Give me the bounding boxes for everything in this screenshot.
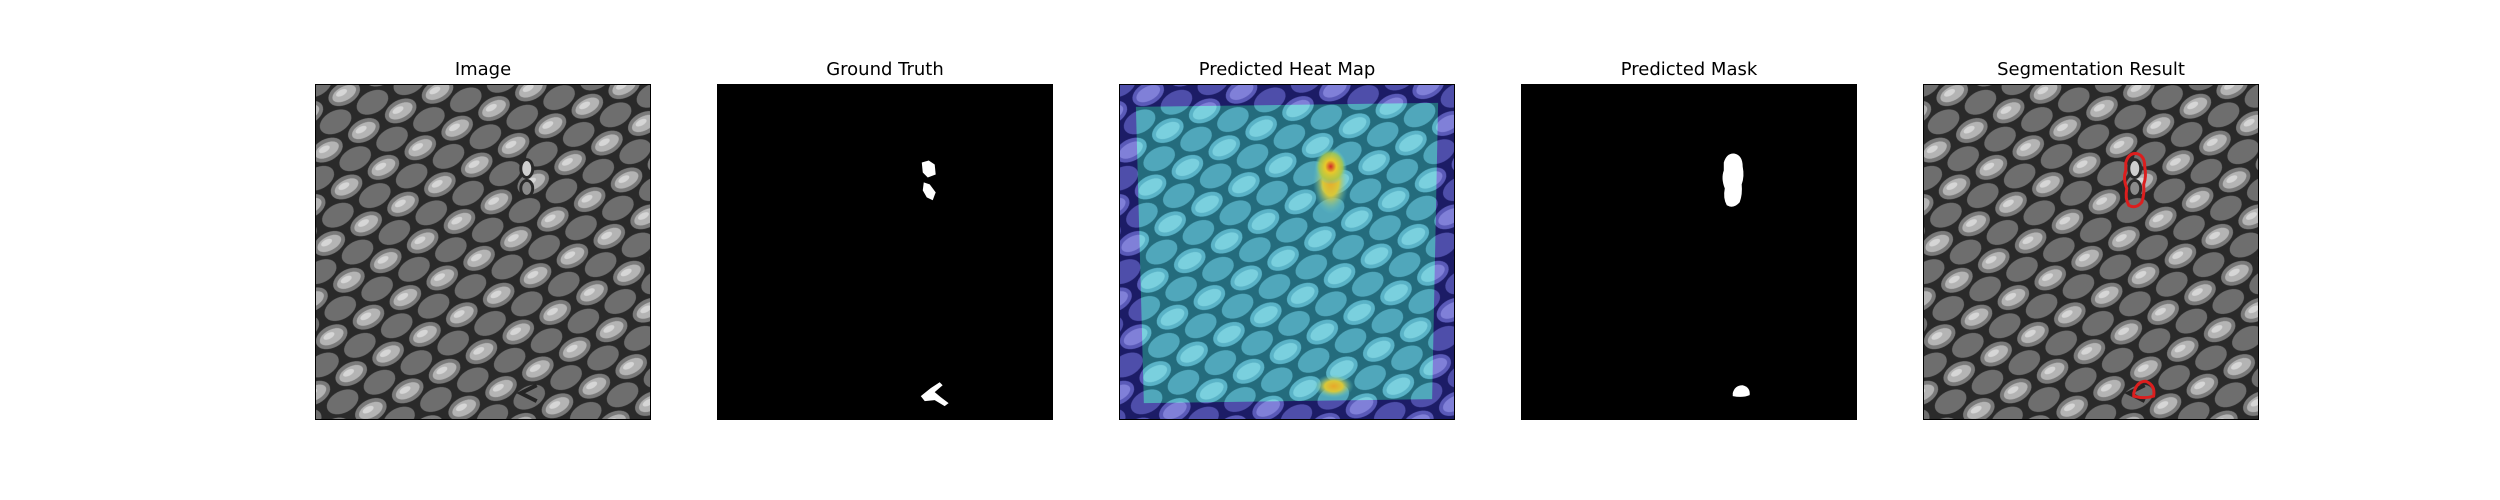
defect-top [519,158,535,198]
panel-title-ground-truth: Ground Truth [826,59,944,80]
panel-image: Image [315,0,651,500]
segmentation-texture [1924,85,2258,419]
panel-title-segmentation: Segmentation Result [1997,59,2185,80]
segmentation-image [1924,85,2258,419]
texture-image [316,85,650,419]
texture-fill [316,85,650,419]
panel-title-heatmap: Predicted Heat Map [1198,59,1376,80]
gt-region-1 [921,160,936,178]
contour-bottom [2132,379,2156,400]
mask-region-top [1722,153,1744,207]
panel-segmentation: Segmentation Result [1923,0,2259,500]
panel-title-mask: Predicted Mask [1620,59,1758,80]
segmentation-defect-top [2127,158,2143,198]
mask-frame [1521,84,1857,420]
panel-mask: Predicted Mask [1521,0,1857,500]
image-frame [315,84,651,420]
heat-hot-top-peak [1314,148,1347,185]
heatmap-image [1120,85,1454,419]
contour-top [2123,152,2147,209]
gt-region-2 [922,182,936,201]
ground-truth-frame [717,84,1053,420]
heat-hot-bottom [1313,374,1354,399]
mask-region-bottom [1732,385,1750,397]
predicted-mask [1522,85,1856,419]
heat-mid-region [1135,102,1439,404]
gt-region-3 [920,382,949,407]
defect-bottom [516,383,538,403]
panel-heatmap: Predicted Heat Map [1119,0,1455,500]
ground-truth-mask [718,85,1052,419]
heatmap-frame [1119,84,1455,420]
segmentation-frame [1923,84,2259,420]
panel-ground-truth: Ground Truth [717,0,1053,500]
panel-title-image: Image [454,59,512,80]
